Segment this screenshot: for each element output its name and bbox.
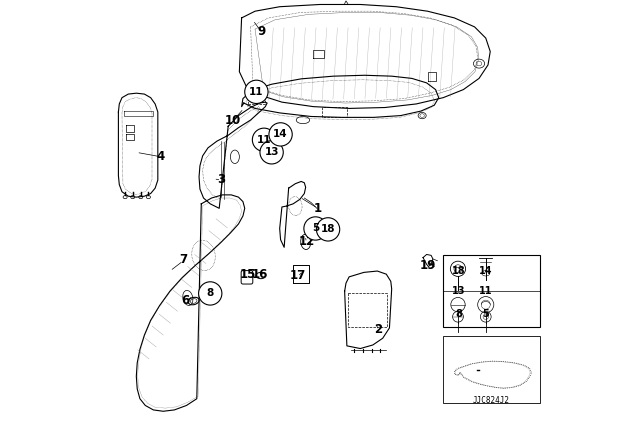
Circle shape xyxy=(304,217,327,240)
Text: 6: 6 xyxy=(182,293,189,307)
Text: 8: 8 xyxy=(207,289,214,298)
Text: 18: 18 xyxy=(452,266,466,276)
Circle shape xyxy=(252,128,276,151)
Text: 9: 9 xyxy=(258,25,266,38)
Text: 2: 2 xyxy=(374,323,382,336)
Text: 1: 1 xyxy=(314,202,322,215)
Text: 14: 14 xyxy=(273,129,288,139)
Text: 11: 11 xyxy=(249,87,264,97)
Text: 15: 15 xyxy=(240,267,257,281)
Text: 3: 3 xyxy=(218,172,225,186)
Text: 5: 5 xyxy=(312,224,319,233)
Text: 10: 10 xyxy=(225,114,241,128)
Text: 13: 13 xyxy=(264,147,279,157)
Circle shape xyxy=(244,80,268,103)
Text: 17: 17 xyxy=(289,269,306,282)
Bar xyxy=(443,336,540,403)
Circle shape xyxy=(198,282,222,305)
Bar xyxy=(443,255,540,327)
Text: 19: 19 xyxy=(419,258,436,272)
Circle shape xyxy=(316,218,340,241)
Text: 18: 18 xyxy=(321,224,335,234)
Circle shape xyxy=(260,141,284,164)
Text: JJC824J2: JJC824J2 xyxy=(472,396,509,405)
Text: 7: 7 xyxy=(179,253,188,267)
Text: 11: 11 xyxy=(257,135,271,145)
Text: 12: 12 xyxy=(298,235,315,249)
Text: 4: 4 xyxy=(157,150,165,164)
Text: 14: 14 xyxy=(479,266,493,276)
Text: 5: 5 xyxy=(483,310,489,319)
Text: 11: 11 xyxy=(479,286,493,296)
Circle shape xyxy=(269,123,292,146)
Text: 16: 16 xyxy=(252,267,268,281)
Text: 13: 13 xyxy=(452,286,466,296)
Text: 8: 8 xyxy=(456,310,462,319)
